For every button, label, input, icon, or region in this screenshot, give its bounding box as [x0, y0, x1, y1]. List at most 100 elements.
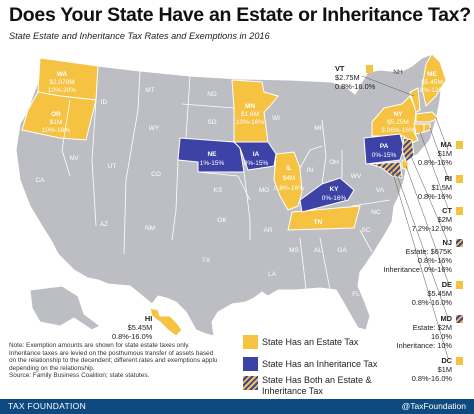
state-tn	[287, 205, 361, 231]
label-mn-ab: MN	[245, 103, 255, 110]
label-mo: MO	[259, 187, 269, 194]
footer-handle[interactable]: @TaxFoundation	[401, 401, 466, 411]
callout-hi-l1: $5.45M	[127, 323, 153, 332]
label-in: IN	[307, 167, 314, 174]
state-ma	[415, 111, 439, 123]
callout-hi-l2: 0.8%-16.0%	[112, 332, 153, 341]
label-wa-l1: $2.078M	[49, 79, 74, 86]
label-il-ab: IL	[286, 165, 292, 172]
label-wy: WY	[149, 125, 160, 132]
panel-nj-ab: NJ	[442, 238, 452, 247]
label-oh: OH	[329, 159, 339, 166]
label-nm: NM	[145, 225, 155, 232]
label-mn-l2: 10%-16%	[236, 119, 264, 126]
panel-dc-l1: $1M	[437, 365, 452, 374]
label-ok: OK	[217, 217, 227, 224]
label-nh: NH	[393, 69, 403, 76]
panel-md-ab: MD	[440, 314, 453, 323]
map-title: Does Your State Have an Estate or Inheri…	[9, 4, 471, 26]
label-pa-l1: 0%-15%	[372, 152, 397, 159]
label-mi: MI	[314, 125, 321, 132]
panel-ma-l2: 0.8%-16%	[417, 158, 452, 167]
label-ia-ab: IA	[253, 151, 260, 158]
legend-estate-label: State Has an Estate Tax	[262, 337, 359, 347]
panel-de-ab: DE	[441, 280, 452, 289]
panel-nj-l2: 0.8%-16%	[417, 256, 452, 265]
callout-vt-l2: 0.8%-16.0%	[335, 82, 376, 91]
callout-vt-ab: VT	[335, 64, 345, 73]
panel-de: DE $5.45M 0.8%-16.0%	[412, 280, 452, 307]
label-fl: FL	[352, 291, 360, 298]
label-or-l2: 10%-16%	[42, 127, 70, 134]
panel-ri: RI $1.5M 0.8%-16%	[418, 174, 452, 201]
panel-ct-ab: CT	[442, 206, 452, 215]
panel-ma-ab: MA	[440, 140, 453, 149]
label-ms: MS	[289, 247, 299, 254]
label-wi: WI	[272, 115, 280, 122]
label-ny-l1: $5.25M	[387, 119, 409, 126]
panel-ct-l2: 7.2%-12.0%	[411, 224, 452, 233]
state-mn	[231, 79, 279, 143]
panel-dc-swatch	[456, 357, 463, 365]
label-me-l1: $5.45M	[421, 79, 443, 86]
label-ny-ab: NY	[393, 111, 403, 118]
label-nd: ND	[207, 91, 217, 98]
state-or	[21, 91, 97, 141]
panel-ct-swatch	[456, 207, 463, 215]
state-ct	[413, 123, 425, 135]
label-il-l2: 0.8%-16%	[274, 185, 304, 192]
callout-vt: VT $2.75M 0.8%-16.0%	[335, 64, 375, 91]
panel-ri-l1: $1.5M	[431, 183, 452, 192]
panel-de-l1: $5.45M	[427, 289, 452, 298]
label-il-l1: $4M	[283, 175, 296, 182]
state-ia	[233, 141, 277, 171]
label-pa-ab: PA	[380, 143, 389, 150]
label-nv: NV	[69, 155, 79, 162]
state-me	[421, 53, 447, 107]
panel-md-swatch	[456, 315, 463, 323]
label-wa-l2: 10%-20%	[48, 87, 76, 94]
state-hi	[149, 307, 183, 337]
legend-both-label: State Has Both an Estate & Inheritance T…	[262, 375, 372, 396]
callout-hi-ab: HI	[144, 314, 153, 323]
label-co: CO	[151, 171, 161, 178]
panel-md-l3: Inheritance: 10%	[396, 341, 452, 350]
panel-nj-l3: Inheritance: 0%-16%	[383, 265, 452, 274]
footer-brand: TAX FOUNDATION	[8, 401, 87, 411]
source-text: Source: Family Business Coalition; state…	[9, 372, 150, 380]
panel-ct-l1: $2M	[437, 215, 452, 224]
note-text: Note: Exemption amounts are shown for st…	[9, 342, 218, 372]
label-ky-ab: KY	[329, 186, 339, 193]
panel-nj: NJ Estate: $675K 0.8%-16% Inheritance: 0…	[383, 238, 452, 274]
label-wv: WV	[351, 173, 362, 180]
panel-de-swatch	[456, 281, 463, 289]
callout-vt-swatch	[366, 65, 373, 73]
label-sc: SC	[361, 227, 370, 234]
panel-ma-swatch	[456, 141, 463, 149]
label-az: AZ	[100, 221, 108, 228]
label-mn-l1: $1.6M	[241, 111, 259, 118]
label-ut: UT	[108, 163, 117, 170]
label-or-ab: OR	[51, 111, 61, 118]
panel-dc: DC $1M 0.8%-16.0%	[412, 356, 452, 383]
state-il	[273, 151, 303, 211]
label-ar: AR	[263, 227, 272, 234]
panel-ct: CT $2M 7.2%-12.0%	[412, 206, 452, 233]
panel-ri-swatch	[456, 175, 463, 183]
label-tn-ab: TN	[314, 219, 323, 226]
panel-ri-l2: 0.8%-16%	[417, 192, 452, 201]
label-me-l2: 8%-12%	[420, 87, 445, 94]
label-ga: GA	[337, 247, 347, 254]
label-ca: CA	[35, 177, 45, 184]
panel-md-l1: Estate: $2M	[412, 323, 452, 332]
state-ri	[423, 123, 431, 133]
label-tx: TX	[202, 257, 211, 264]
state-pa	[363, 133, 405, 165]
footer-bar: TAX FOUNDATION @TaxFoundation	[0, 399, 474, 414]
legend-estate-swatch	[243, 335, 258, 349]
label-ne-l1: 1%-15%	[200, 160, 225, 167]
label-sd: SD	[207, 119, 216, 126]
label-mt: MT	[145, 87, 154, 94]
label-ny-l2: 3.06%-16%	[381, 127, 415, 134]
